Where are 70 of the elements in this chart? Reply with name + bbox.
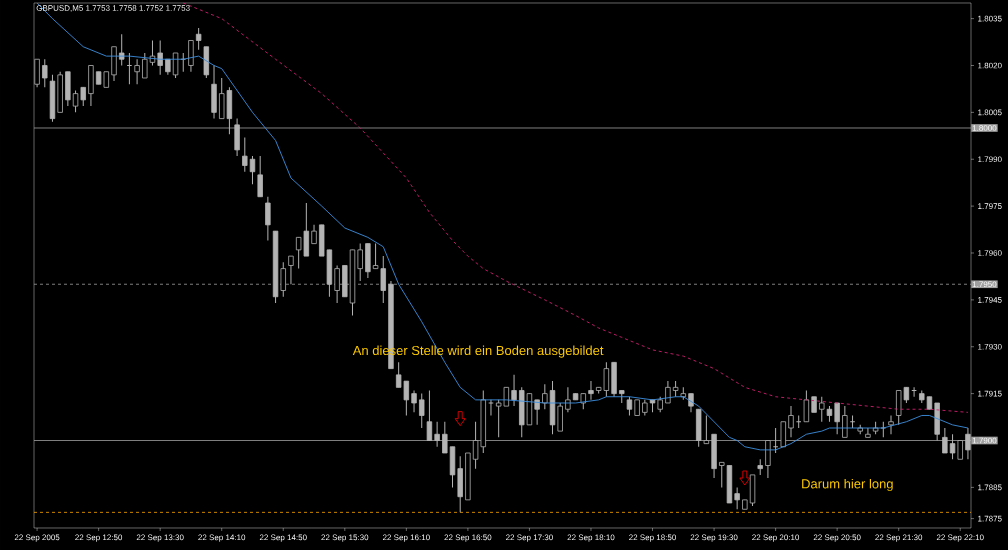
candlestick bbox=[772, 427, 779, 454]
x-tick-label: 22 Sep 19:30 bbox=[690, 534, 738, 542]
candlestick bbox=[149, 40, 156, 66]
x-tick-label: 22 Sep 16:50 bbox=[444, 534, 492, 542]
candlestick bbox=[419, 393, 425, 429]
candlestick bbox=[257, 155, 263, 198]
y-tick-label: 1.7960 bbox=[978, 250, 1002, 256]
candlestick bbox=[142, 52, 148, 79]
candlestick bbox=[249, 155, 256, 185]
candlestick bbox=[242, 136, 248, 173]
candlestick bbox=[734, 486, 740, 510]
candlestick bbox=[42, 58, 48, 88]
candlestick bbox=[311, 224, 317, 245]
candlestick bbox=[411, 390, 417, 413]
candlestick bbox=[803, 390, 810, 423]
y-tick-label: 1.7975 bbox=[978, 203, 1002, 209]
candlestick bbox=[795, 415, 802, 429]
x-tick-label: 22 Sep 18:50 bbox=[629, 534, 676, 542]
candlestick bbox=[942, 427, 948, 454]
candlestick bbox=[357, 243, 363, 282]
candlestick bbox=[888, 415, 894, 435]
candlestick bbox=[819, 396, 825, 423]
x-tick-label: 22 Sep 21:30 bbox=[875, 534, 923, 542]
candlestick bbox=[842, 405, 848, 438]
candlestick bbox=[195, 27, 202, 51]
x-tick-label: 22 Sep 16:10 bbox=[382, 534, 430, 542]
candlestick bbox=[626, 396, 633, 416]
candlestick bbox=[542, 383, 548, 410]
candlestick bbox=[426, 390, 433, 441]
y-tick-label: 1.8035 bbox=[978, 15, 1002, 22]
y-tick-label: 1.7930 bbox=[978, 343, 1002, 350]
ref-line-label: 1.7900 bbox=[972, 437, 997, 444]
candlestick bbox=[434, 421, 440, 448]
candlestick bbox=[157, 40, 163, 76]
candlestick bbox=[126, 52, 133, 85]
x-tick-label: 22 Sep 14:50 bbox=[259, 534, 307, 542]
x-tick-label: 22 Sep 14:10 bbox=[198, 534, 246, 542]
candlestick bbox=[288, 255, 294, 285]
x-tick-label: 22 Sep 2005 bbox=[14, 534, 60, 542]
candlestick bbox=[965, 427, 971, 460]
y-tick-label: 1.7945 bbox=[978, 297, 1002, 303]
candlestick bbox=[134, 58, 140, 85]
y-tick-label: 1.8020 bbox=[978, 62, 1002, 69]
candlestick bbox=[588, 380, 594, 401]
candlestick bbox=[265, 196, 271, 241]
candlestick bbox=[534, 399, 540, 426]
y-tick-label: 1.7885 bbox=[978, 484, 1002, 491]
annotation: Darum hier long bbox=[802, 478, 893, 492]
y-tick-label: 1.7990 bbox=[978, 156, 1002, 163]
candlestick bbox=[834, 402, 840, 435]
candlestick bbox=[511, 374, 517, 407]
x-tick-label: 22 Sep 20:10 bbox=[752, 534, 800, 542]
y-tick-label: 1.8005 bbox=[978, 109, 1002, 116]
candlestick bbox=[172, 52, 179, 79]
x-tick-label: 22 Sep 17:30 bbox=[506, 534, 553, 542]
candlestick bbox=[334, 265, 340, 304]
candlestick bbox=[865, 427, 871, 438]
candlestick bbox=[442, 421, 448, 454]
x-tick-label: 22 Sep 22:10 bbox=[936, 534, 984, 542]
candlestick bbox=[488, 399, 494, 416]
x-tick-label: 22 Sep 12:50 bbox=[75, 534, 123, 542]
ref-line-label: 1.7950 bbox=[972, 281, 997, 288]
ref-line-label: 1.8000 bbox=[972, 125, 997, 131]
x-tick-label: 22 Sep 20:50 bbox=[813, 534, 861, 542]
x-tick-label: 22 Sep 18:10 bbox=[567, 534, 615, 542]
y-tick-label: 1.7875 bbox=[978, 515, 1002, 522]
y-tick-label: 1.7915 bbox=[978, 390, 1002, 397]
x-tick-label: 22 Sep 15:30 bbox=[321, 534, 369, 542]
x-tick-label: 22 Sep 13:30 bbox=[136, 534, 184, 542]
candlestick bbox=[788, 405, 794, 438]
